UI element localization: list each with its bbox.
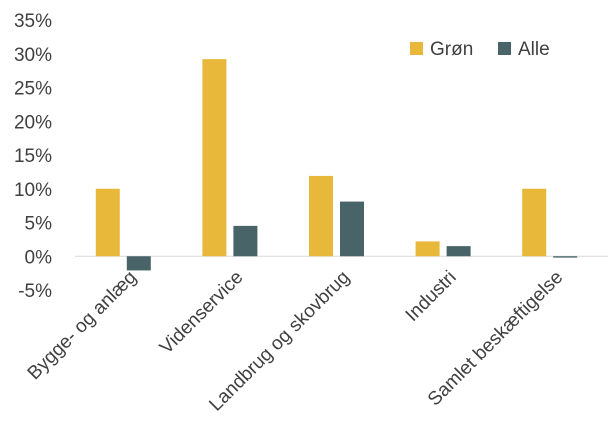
bar-alle	[126, 256, 151, 271]
y-tick-label: 10%	[14, 180, 52, 201]
y-axis: -5% 0% 5% 10% 15% 20% 25% 30% 35%	[14, 11, 52, 302]
legend: Grøn Alle	[410, 39, 550, 60]
bar-gron	[95, 188, 120, 257]
y-tick-label: 30%	[14, 45, 52, 66]
legend-label: Alle	[518, 39, 550, 60]
legend-swatch	[410, 42, 423, 55]
legend-label: Grøn	[430, 39, 473, 60]
y-tick-label: 5%	[25, 214, 53, 235]
x-tick-label: Industri	[402, 267, 461, 326]
bar-alle	[553, 256, 578, 258]
bars	[95, 59, 578, 271]
y-tick-label: 20%	[14, 112, 52, 133]
bar-alle	[446, 246, 471, 257]
x-tick-label: Videnservice	[156, 267, 248, 359]
y-tick-label: 35%	[14, 11, 52, 32]
legend-swatch	[498, 42, 511, 55]
y-tick-label: 25%	[14, 79, 52, 100]
bar-alle	[233, 225, 258, 257]
y-tick-label: -5%	[18, 281, 52, 302]
bar-gron	[202, 59, 227, 257]
bar-gron	[522, 188, 547, 257]
y-tick-label: 0%	[25, 247, 53, 268]
bar-gron	[309, 175, 333, 257]
bar-gron	[415, 241, 440, 257]
y-tick-label: 15%	[14, 146, 52, 167]
bar-alle	[340, 201, 364, 257]
